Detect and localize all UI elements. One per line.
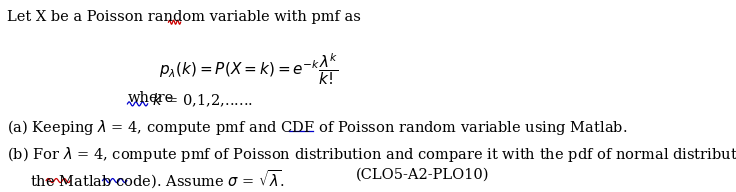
- Text: Let X be a Poisson random variable with pmf as: Let X be a Poisson random variable with …: [7, 10, 361, 24]
- Text: (a) Keeping $\lambda$ = 4, compute pmf and CDF of Poisson random variable using : (a) Keeping $\lambda$ = 4, compute pmf a…: [7, 118, 628, 137]
- Text: (b) For $\lambda$ = 4, compute pmf of Poisson distribution and compare it with t: (b) For $\lambda$ = 4, compute pmf of Po…: [7, 145, 736, 164]
- Text: the Matlab code). Assume $\sigma$ = $\sqrt{\lambda}$.: the Matlab code). Assume $\sigma$ = $\sq…: [30, 168, 285, 191]
- Text: (CLO5-A2-PLO10): (CLO5-A2-PLO10): [356, 168, 490, 182]
- Text: $p_{\lambda}(k) = P(X = k) = e^{-k}\dfrac{\lambda^{k}}{k!}$: $p_{\lambda}(k) = P(X = k) = e^{-k}\dfra…: [159, 51, 339, 87]
- Text: $k$ = 0,1,2,......: $k$ = 0,1,2,......: [148, 91, 252, 109]
- Text: where: where: [127, 91, 174, 105]
